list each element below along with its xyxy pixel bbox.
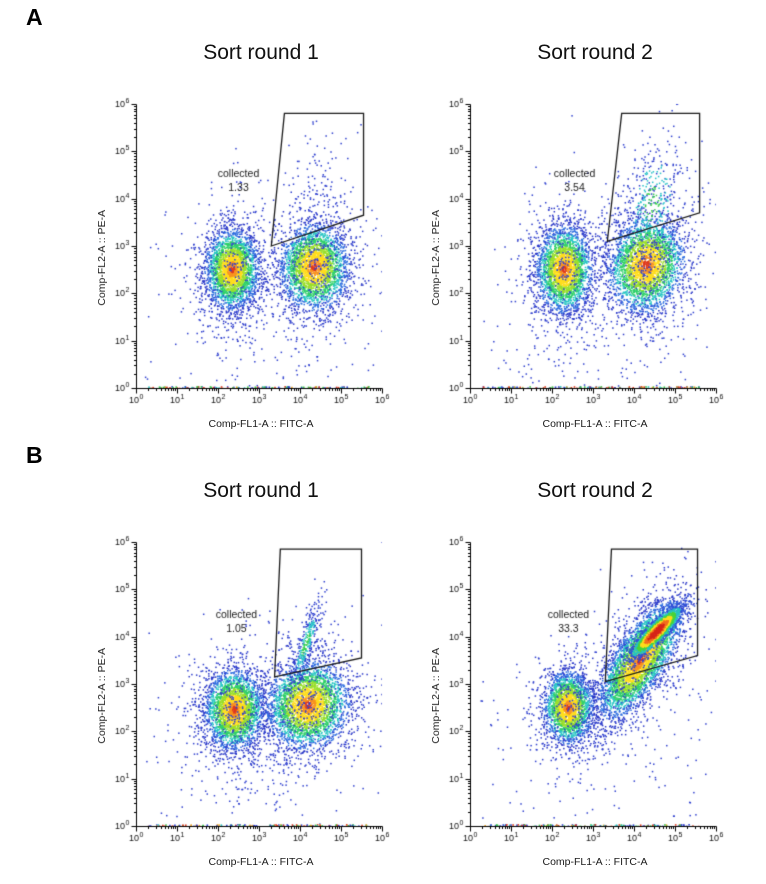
x-axis-label-B2: Comp-FL1-A :: FITC-A — [542, 856, 648, 868]
facs-plot-A2: Sort round 2 Comp-FL2-A :: PE-A Comp-FL1… — [424, 40, 724, 430]
x-axis-label-B1: Comp-FL1-A :: FITC-A — [208, 856, 314, 868]
plot-title-B1: Sort round 1 — [203, 479, 319, 502]
x-axis-label-A2: Comp-FL1-A :: FITC-A — [542, 418, 648, 430]
facs-plot-B2: Sort round 2 Comp-FL2-A :: PE-A Comp-FL1… — [424, 478, 724, 868]
facs-plot-A1: Sort round 1 Comp-FL2-A :: PE-A Comp-FL1… — [90, 40, 390, 430]
y-axis-label-B1: Comp-FL2-A :: PE-A — [96, 648, 108, 744]
x-axis-label-A1: Comp-FL1-A :: FITC-A — [208, 418, 314, 430]
y-axis-label-A1: Comp-FL2-A :: PE-A — [96, 210, 108, 306]
y-axis-label-B2: Comp-FL2-A :: PE-A — [430, 648, 442, 744]
facs-plot-B1: Sort round 1 Comp-FL2-A :: PE-A Comp-FL1… — [90, 478, 390, 868]
plot-title-B2: Sort round 2 — [537, 479, 653, 502]
scatter-plot-canvas-A2 — [424, 96, 724, 418]
panel-label-A: A — [26, 4, 43, 30]
scatter-plot-canvas-A1 — [90, 96, 390, 418]
scatter-plot-canvas-B1 — [90, 534, 390, 856]
plot-title-A2: Sort round 2 — [537, 41, 653, 64]
panel-B: B Sort round 1 Comp-FL2-A :: PE-A Comp-F… — [0, 438, 766, 868]
panel-A: A Sort round 1 Comp-FL2-A :: PE-A Comp-F… — [0, 0, 766, 430]
scatter-plot-canvas-B2 — [424, 534, 724, 856]
panel-label-B: B — [26, 442, 43, 468]
y-axis-label-A2: Comp-FL2-A :: PE-A — [430, 210, 442, 306]
panel-A-plots-row: Sort round 1 Comp-FL2-A :: PE-A Comp-FL1… — [0, 0, 766, 430]
plot-title-A1: Sort round 1 — [203, 41, 319, 64]
panel-B-plots-row: Sort round 1 Comp-FL2-A :: PE-A Comp-FL1… — [0, 438, 766, 868]
